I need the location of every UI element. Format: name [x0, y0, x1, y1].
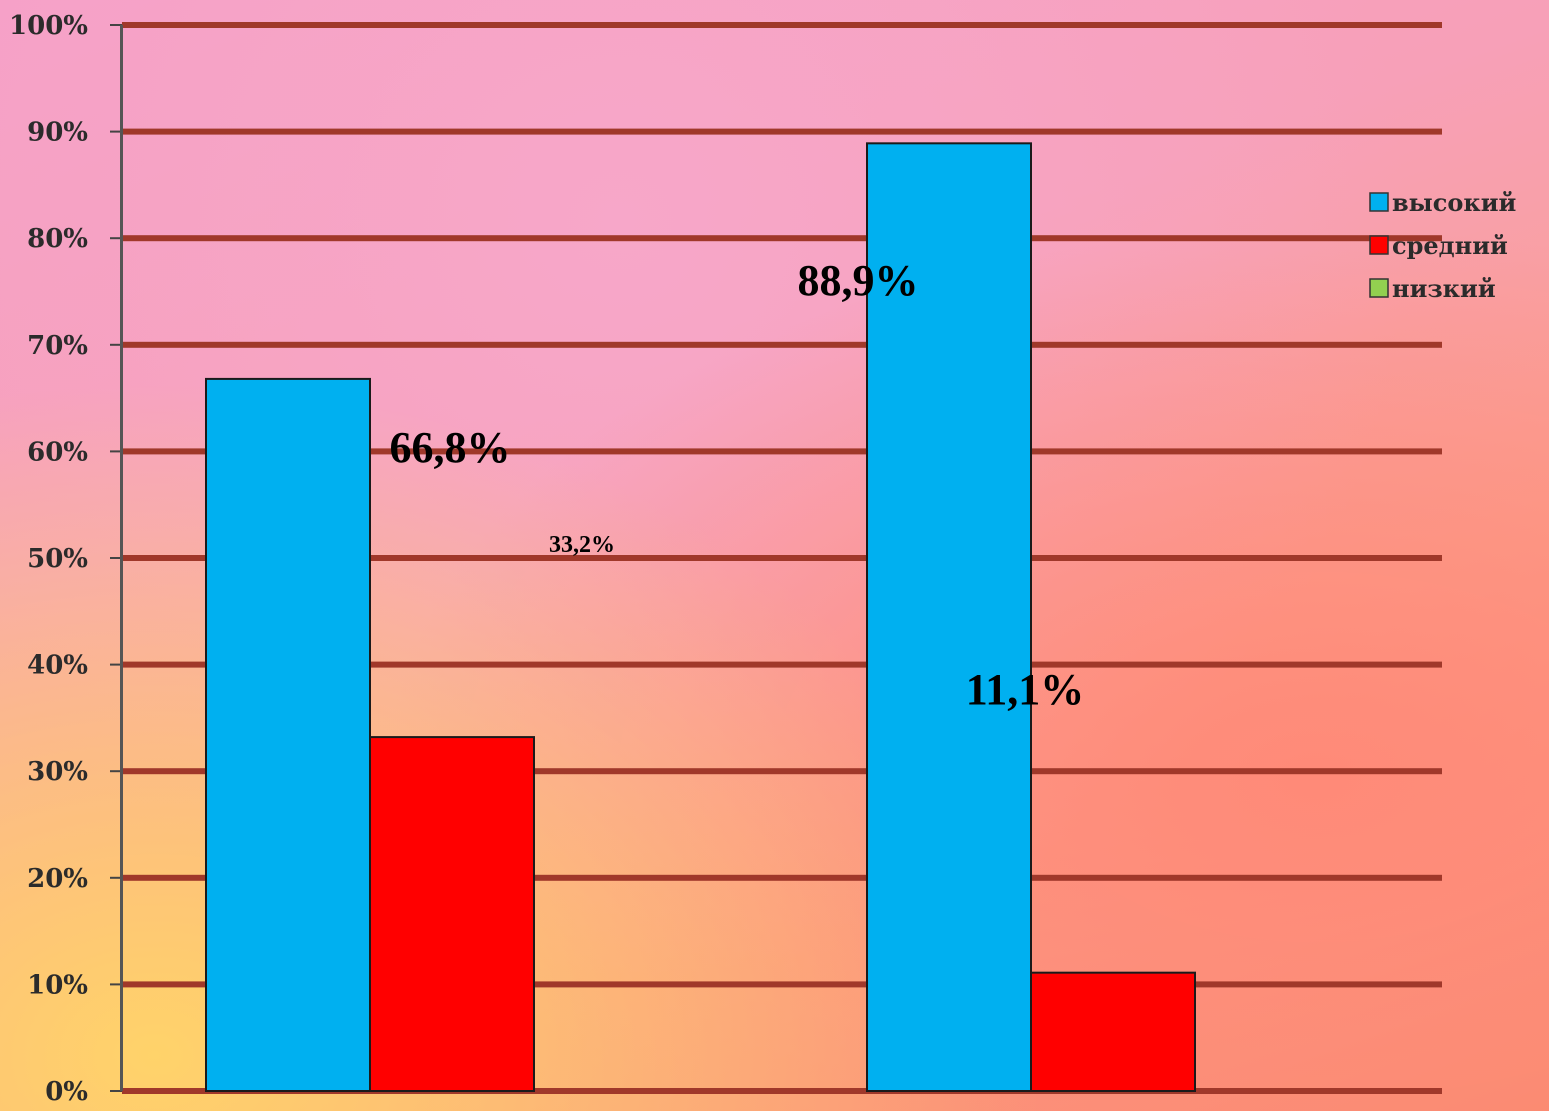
- gridline: [122, 235, 1442, 242]
- y-tick-mark: [110, 237, 122, 240]
- y-tick-mark: [110, 663, 122, 666]
- y-tick-label: 40%: [27, 651, 88, 681]
- legend-label: высокий: [1392, 188, 1516, 217]
- y-tick-label: 10%: [27, 970, 88, 1000]
- y-tick-label: 0%: [45, 1077, 88, 1107]
- data-label: 33,2%: [549, 532, 615, 558]
- y-tick-label: 30%: [27, 757, 88, 787]
- gridline: [122, 22, 1442, 28]
- y-tick-mark: [110, 983, 122, 986]
- bar: [866, 142, 1032, 1093]
- y-tick-label: 70%: [27, 331, 88, 361]
- y-axis-line: [120, 25, 123, 1091]
- y-tick-mark: [110, 343, 122, 346]
- gridline: [122, 448, 1442, 455]
- gridline: [122, 555, 1442, 561]
- data-labels: 66,8% 88,9% 33,2% 11,1%: [390, 256, 1085, 714]
- gridline: [122, 981, 1442, 988]
- gridline: [122, 874, 1442, 881]
- y-tick-label: 80%: [27, 224, 88, 254]
- gridline: [122, 128, 1442, 135]
- legend-label: низкий: [1392, 274, 1496, 303]
- bar: [369, 736, 535, 1092]
- gridlines: [122, 22, 1442, 1094]
- legend-label: средний: [1392, 231, 1508, 260]
- y-tick-label: 20%: [27, 864, 88, 894]
- gridline: [122, 661, 1442, 668]
- bar: [205, 377, 371, 1092]
- y-tick-mark: [110, 450, 122, 453]
- y-tick-label: 60%: [27, 437, 88, 467]
- y-tick-mark: [110, 557, 122, 559]
- y-tick-mark: [110, 1090, 122, 1092]
- y-tick-label: 100%: [9, 11, 88, 41]
- y-axis: 0% 10% 20% 30% 40% 50% 60% 70% 80% 90% 100%: [9, 11, 123, 1107]
- legend-swatch: [1369, 192, 1389, 212]
- y-tick-mark: [110, 130, 122, 133]
- data-label: 11,1%: [966, 665, 1085, 714]
- y-tick-mark: [110, 876, 122, 879]
- y-tick-mark: [110, 770, 122, 773]
- y-tick-mark: [110, 24, 122, 26]
- legend-swatch: [1369, 278, 1389, 298]
- y-tick-label: 50%: [27, 544, 88, 574]
- bars: [205, 142, 1196, 1093]
- data-label: 88,9%: [798, 256, 919, 305]
- legend-swatch: [1369, 235, 1389, 255]
- y-tick-label: 90%: [27, 118, 88, 148]
- gridline: [122, 1088, 1442, 1094]
- bar: [1030, 971, 1196, 1093]
- data-label: 66,8%: [390, 423, 511, 472]
- legend: высокий средний низкий: [1369, 188, 1516, 303]
- gridline: [122, 341, 1442, 348]
- gridline: [122, 768, 1442, 775]
